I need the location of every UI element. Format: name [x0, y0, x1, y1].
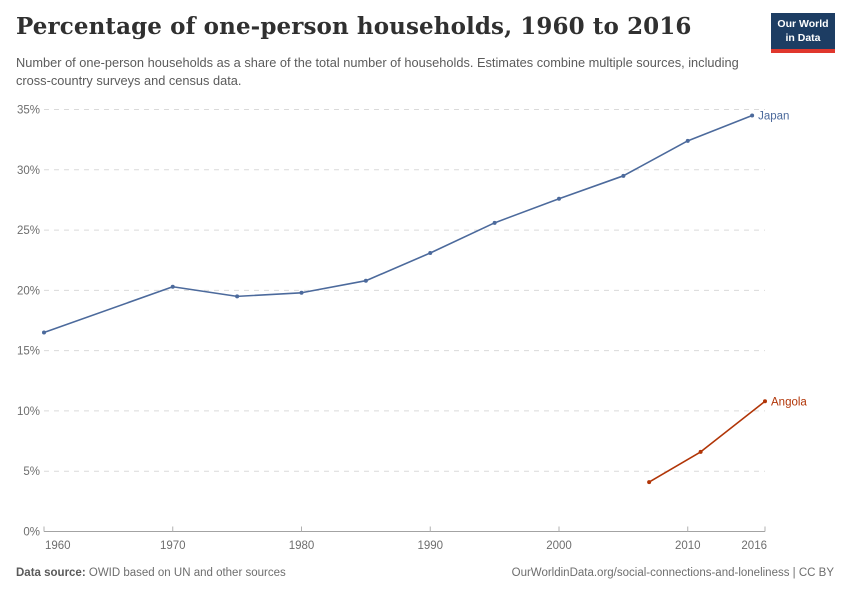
japan-data-point — [621, 173, 626, 178]
angola-data-point — [698, 449, 703, 454]
angola-data-point — [763, 399, 767, 404]
japan-data-point — [685, 138, 690, 143]
data-source-label: Data source: — [16, 567, 86, 579]
japan-data-point — [42, 330, 46, 335]
y-tick-label: 10% — [17, 406, 40, 418]
chart-subtitle: Number of one-person households as a sha… — [16, 55, 739, 89]
y-tick-label: 35% — [17, 105, 40, 117]
y-tick-label: 30% — [17, 165, 40, 177]
japan-series-label: Japan — [758, 111, 789, 123]
logo-line-1: Our World — [777, 18, 829, 30]
footer-url: OurWorldinData.org/social-connections-an… — [511, 567, 834, 579]
x-tick-label: 1990 — [417, 540, 443, 552]
y-tick-label: 15% — [17, 346, 40, 358]
y-tick-label: 25% — [17, 225, 40, 237]
data-source: Data source: OWID based on UN and other … — [16, 567, 286, 579]
angola-series-label: Angola — [771, 396, 807, 408]
data-source-text: OWID based on UN and other sources — [88, 567, 286, 579]
y-tick-label: 0% — [23, 527, 40, 539]
chart-footer: Data source: OWID based on UN and other … — [16, 567, 834, 579]
japan-data-point — [299, 290, 304, 295]
japan-data-point — [557, 196, 561, 201]
angola-line — [648, 400, 766, 483]
angola-data-point — [647, 480, 652, 485]
x-tick-label: 1960 — [45, 540, 71, 552]
japan-data-point — [170, 284, 175, 289]
owid-logo: Our World in Data — [771, 13, 835, 54]
page-title: Percentage of one-person households, 196… — [16, 13, 692, 40]
logo-line-2: in Data — [785, 31, 821, 44]
japan-data-point — [235, 294, 240, 299]
japan-data-point — [492, 220, 497, 225]
x-tick-label: 2016 — [741, 540, 767, 552]
x-tick-label: 1970 — [160, 540, 186, 552]
y-tick-label: 20% — [17, 285, 40, 297]
logo-red-bar — [771, 49, 835, 54]
y-tick-label: 5% — [23, 466, 40, 478]
japan-data-point — [428, 250, 433, 255]
japan-data-point — [363, 278, 368, 283]
x-tick-label: 2010 — [675, 540, 701, 552]
x-tick-label: 1980 — [289, 540, 315, 552]
japan-line — [43, 114, 753, 334]
x-tick-label: 2000 — [546, 540, 572, 552]
japan-data-point — [750, 113, 755, 118]
